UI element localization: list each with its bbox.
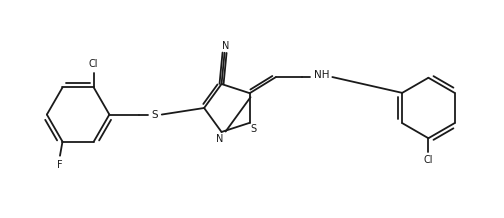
Text: S: S — [151, 109, 158, 119]
Text: Cl: Cl — [89, 59, 98, 69]
Text: S: S — [250, 124, 257, 134]
Text: Cl: Cl — [424, 155, 433, 165]
Text: N: N — [222, 41, 229, 51]
Text: F: F — [57, 160, 63, 170]
Text: NH: NH — [313, 70, 329, 80]
Text: N: N — [216, 133, 223, 143]
